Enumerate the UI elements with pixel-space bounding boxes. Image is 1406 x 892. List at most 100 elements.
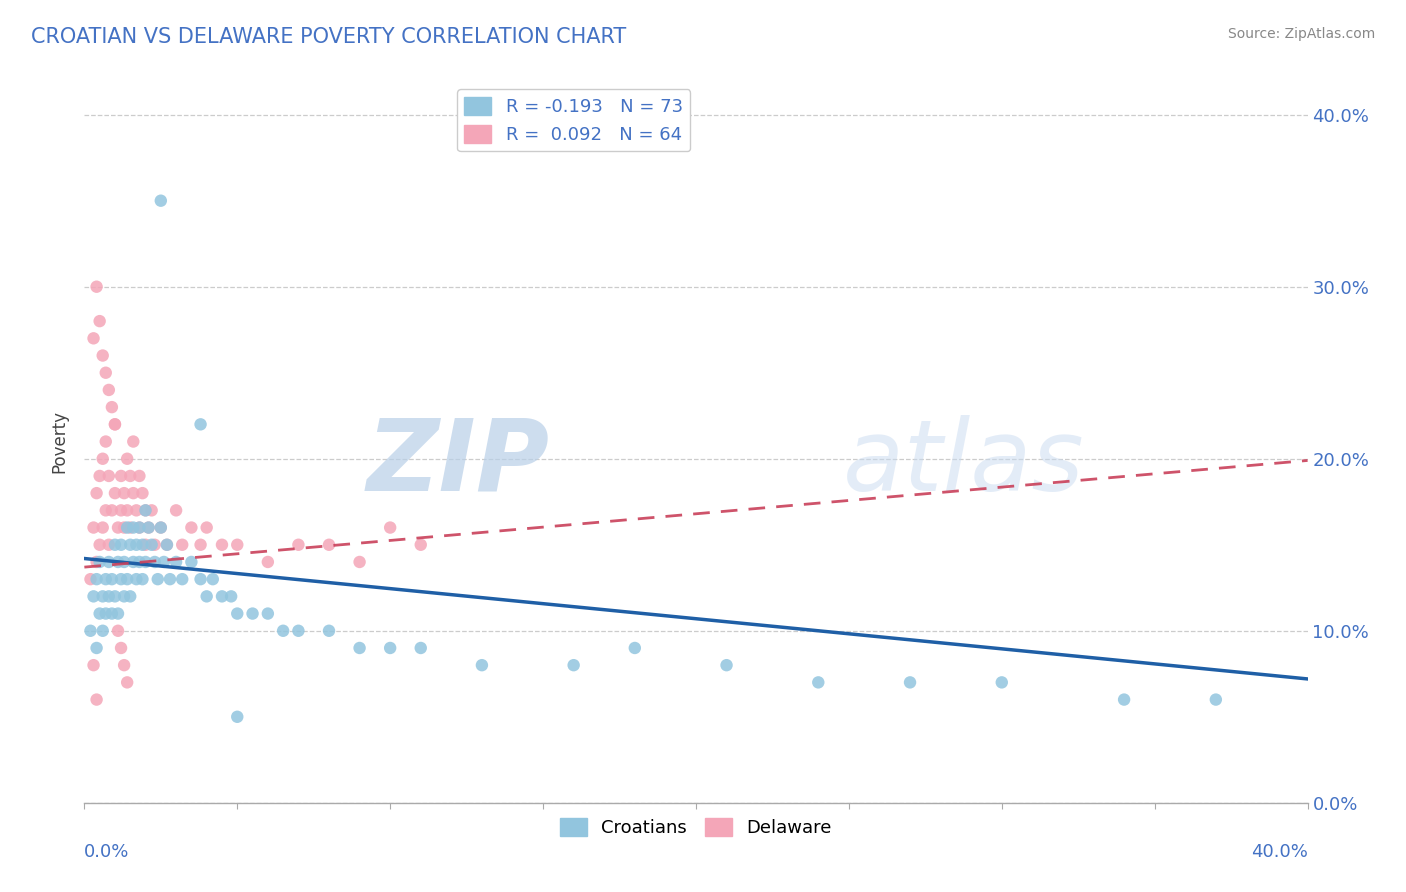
Point (135, 503, 157, 517)
Point (125, 503, 148, 517)
Legend: Croatians, Delaware: Croatians, Delaware (553, 811, 839, 845)
Point (115, 503, 138, 517)
Point (112, 658, 135, 673)
Point (131, 486, 153, 500)
Point (409, 538, 432, 552)
Point (349, 640, 371, 655)
Point (91, 451, 114, 466)
Point (153, 555, 176, 569)
Point (89, 314, 111, 328)
Point (190, 538, 212, 552)
Point (172, 572, 194, 586)
Point (86, 555, 108, 569)
Point (624, 640, 647, 655)
Point (83, 520, 105, 534)
Point (287, 538, 309, 552)
Point (991, 675, 1014, 690)
Point (128, 520, 150, 534)
Point (318, 538, 340, 552)
Point (149, 520, 172, 534)
Point (94, 434, 117, 449)
Point (91, 349, 114, 363)
Point (149, 520, 172, 534)
Point (226, 710, 249, 724)
Point (86, 279, 108, 293)
Point (716, 658, 738, 673)
Point (107, 607, 129, 621)
Point (104, 538, 127, 552)
Point (135, 538, 157, 552)
Point (94, 366, 117, 380)
Point (156, 538, 179, 552)
Point (146, 572, 169, 586)
Point (107, 624, 129, 638)
Point (122, 434, 145, 449)
Point (101, 503, 124, 517)
Point (120, 520, 142, 534)
Point (165, 555, 187, 569)
Point (86, 572, 108, 586)
Point (86, 692, 108, 706)
Point (104, 590, 127, 604)
Point (91, 590, 114, 604)
Text: 0.0%: 0.0% (84, 843, 129, 861)
Point (180, 520, 202, 534)
Point (110, 538, 132, 552)
Point (112, 486, 135, 500)
Point (128, 555, 150, 569)
Point (122, 555, 145, 569)
Point (104, 417, 127, 432)
Point (91, 624, 114, 638)
Point (380, 640, 402, 655)
Point (97, 555, 120, 569)
Point (807, 675, 830, 690)
Point (380, 520, 402, 534)
Point (211, 590, 233, 604)
Point (115, 572, 138, 586)
Point (110, 469, 132, 483)
Point (83, 331, 105, 345)
Point (135, 503, 157, 517)
Point (112, 555, 135, 569)
Point (122, 520, 145, 534)
Point (120, 469, 142, 483)
Point (195, 590, 218, 604)
Point (110, 572, 132, 586)
Text: ZIP: ZIP (366, 415, 550, 512)
Point (97, 590, 120, 604)
Text: Source: ZipAtlas.com: Source: ZipAtlas.com (1227, 27, 1375, 41)
Point (86, 640, 108, 655)
Point (349, 555, 371, 569)
Point (143, 555, 166, 569)
Point (172, 538, 194, 552)
Point (101, 572, 124, 586)
Point (97, 469, 120, 483)
Point (125, 538, 148, 552)
Point (115, 675, 138, 690)
Point (190, 417, 212, 432)
Text: 40.0%: 40.0% (1251, 843, 1308, 861)
Text: atlas: atlas (842, 415, 1084, 512)
Point (195, 520, 218, 534)
Point (898, 675, 921, 690)
Point (79, 572, 101, 586)
Point (94, 607, 117, 621)
Point (159, 572, 181, 586)
Point (104, 417, 127, 432)
Y-axis label: Poverty: Poverty (51, 410, 69, 473)
Point (141, 538, 163, 552)
Point (257, 607, 280, 621)
Point (115, 451, 138, 466)
Point (125, 572, 148, 586)
Point (138, 520, 160, 534)
Point (120, 590, 142, 604)
Point (149, 194, 172, 208)
Point (190, 572, 212, 586)
Point (226, 538, 249, 552)
Point (86, 486, 108, 500)
Point (201, 572, 224, 586)
Point (89, 469, 111, 483)
Point (318, 624, 340, 638)
Point (1114, 692, 1136, 706)
Point (165, 503, 187, 517)
